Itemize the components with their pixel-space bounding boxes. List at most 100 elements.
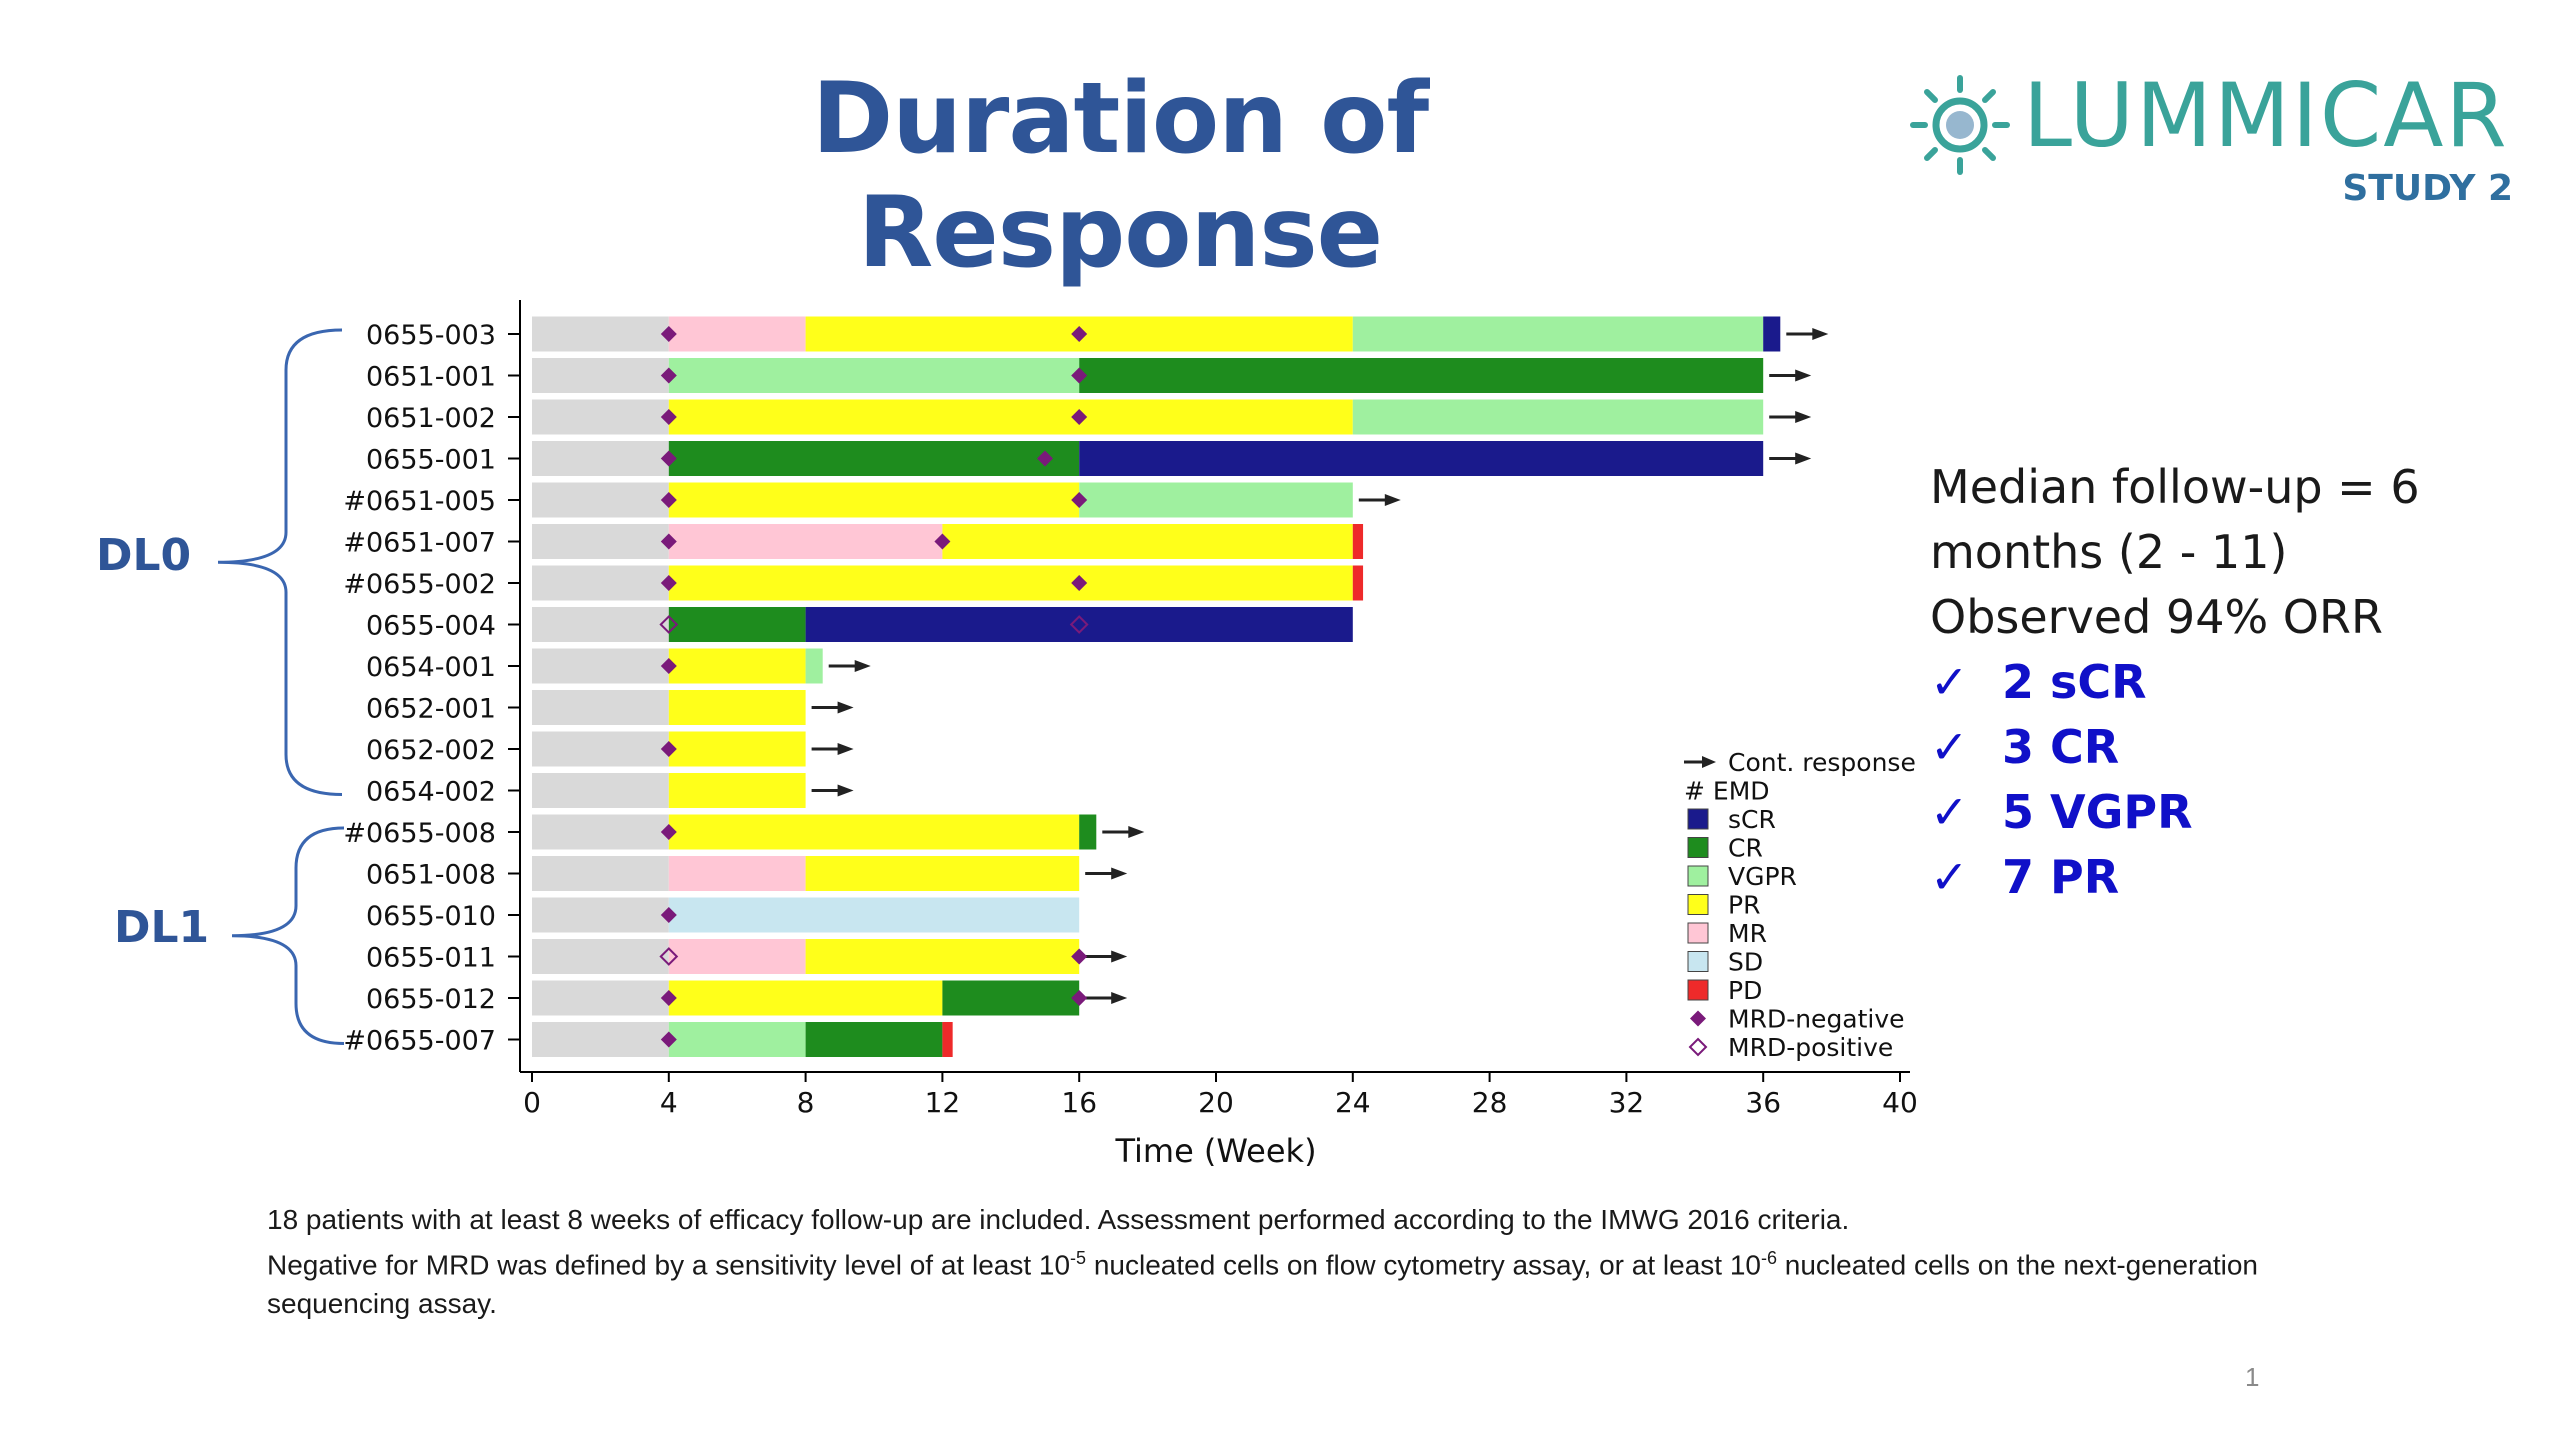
bar-segment-pr bbox=[668, 690, 806, 725]
mrd-negative-marker bbox=[660, 367, 677, 384]
bar-segment-baseline bbox=[532, 565, 669, 601]
continuing-arrow-icon bbox=[1795, 369, 1812, 382]
bar-segment-baseline bbox=[532, 316, 669, 352]
continuing-arrow-icon bbox=[1111, 992, 1128, 1004]
mrd-negative-marker bbox=[934, 533, 951, 550]
mrd-negative-marker bbox=[1071, 492, 1088, 508]
patient-label: #0651-007 bbox=[343, 528, 496, 559]
bar-segment-pr bbox=[668, 773, 806, 808]
legend-label-sd: SD bbox=[1728, 948, 1763, 977]
mrd-negative-marker bbox=[1071, 575, 1088, 591]
footnote-line1: 18 patients with at least 8 weeks of eff… bbox=[267, 1204, 1850, 1235]
mrd-negative-marker bbox=[660, 409, 677, 425]
mrd-negative-marker bbox=[660, 450, 677, 467]
patient-label: 0652-002 bbox=[366, 735, 496, 766]
x-tick-label: 12 bbox=[925, 1086, 961, 1119]
footnote-line2: Negative for MRD was defined by a sensit… bbox=[267, 1248, 2258, 1320]
bar-segment-baseline bbox=[532, 482, 669, 518]
bar-segment-pr bbox=[668, 399, 1353, 435]
bar-segment-baseline bbox=[532, 648, 669, 684]
bar-segment-scr bbox=[1763, 316, 1781, 352]
continuing-arrow-icon bbox=[1128, 826, 1145, 838]
legend-label-vgpr: VGPR bbox=[1728, 862, 1797, 891]
mrd-negative-marker bbox=[660, 1031, 677, 1048]
bar-segment-pr bbox=[805, 856, 1080, 891]
bar-segment-baseline bbox=[532, 856, 669, 891]
patient-label: #0655-002 bbox=[343, 569, 496, 600]
legend-label-mr: MR bbox=[1728, 919, 1767, 948]
x-tick-label: 0 bbox=[523, 1086, 541, 1119]
page-number: 1 bbox=[2245, 1362, 2260, 1392]
x-tick-label: 20 bbox=[1198, 1086, 1234, 1119]
legend-swatch-mr bbox=[1687, 922, 1709, 944]
bar-segment-pr bbox=[668, 648, 806, 684]
patient-label: 0651-001 bbox=[366, 362, 496, 393]
x-tick-label: 4 bbox=[660, 1086, 678, 1119]
median-followup-line2: months (2 - 11) bbox=[1930, 525, 2288, 579]
bar-segment-vgpr bbox=[805, 648, 823, 684]
x-tick-label: 32 bbox=[1609, 1086, 1645, 1119]
bar-segment-pr bbox=[668, 565, 1353, 601]
check-item-scr: ✓ 2 sCR bbox=[1930, 650, 2530, 715]
response-checklist: ✓ 2 sCR ✓ 3 CR ✓ 5 VGPR ✓ 7 PR bbox=[1930, 650, 2530, 910]
legend-swatch-pd bbox=[1687, 979, 1709, 1001]
bar-segment-pr bbox=[942, 524, 1353, 559]
legend-label-scr: sCR bbox=[1728, 805, 1776, 834]
mrd-positive-marker bbox=[659, 615, 679, 634]
legend-label-mrd-negative: MRD-negative bbox=[1728, 1005, 1905, 1034]
bar-segment-baseline bbox=[532, 358, 669, 393]
continuing-arrow-icon bbox=[1812, 328, 1829, 340]
mrd-negative-marker bbox=[660, 326, 677, 342]
mrd-positive-marker bbox=[1069, 615, 1089, 634]
bar-segment-baseline bbox=[532, 814, 669, 850]
mrd-negative-marker bbox=[1071, 948, 1088, 965]
continuing-arrow-icon bbox=[854, 660, 871, 672]
bar-segment-mr bbox=[668, 316, 806, 352]
continuing-arrow-icon bbox=[837, 743, 854, 755]
legend-label-emd: # EMD bbox=[1684, 777, 1770, 806]
bar-segment-pr bbox=[668, 482, 1080, 518]
bar-segment-baseline bbox=[532, 524, 669, 559]
legend-swatch-cr bbox=[1687, 837, 1709, 858]
mrd-negative-marker bbox=[1071, 367, 1088, 384]
x-tick-label: 24 bbox=[1335, 1086, 1371, 1119]
mrd-positive-marker bbox=[659, 947, 679, 966]
continuing-arrow-icon bbox=[1795, 452, 1812, 465]
bar-segment-vgpr bbox=[1079, 482, 1353, 518]
bar-segment-cr bbox=[1079, 358, 1764, 393]
mrd-negative-marker bbox=[1037, 450, 1053, 467]
bar-segment-baseline bbox=[532, 897, 669, 933]
patient-label: 0655-010 bbox=[366, 901, 496, 932]
check-item-vgpr: ✓ 5 VGPR bbox=[1930, 780, 2530, 845]
bar-segment-pd bbox=[942, 1022, 953, 1057]
patient-label: 0651-002 bbox=[366, 403, 496, 434]
bar-segment-pr bbox=[668, 731, 806, 767]
bar-segment-baseline bbox=[532, 939, 669, 974]
legend-label-cr: CR bbox=[1728, 834, 1763, 863]
legend-swatch-scr bbox=[1687, 808, 1709, 830]
bar-segment-pr bbox=[668, 980, 943, 1016]
patient-label: 0655-001 bbox=[366, 445, 496, 476]
orr-line: Observed 94% ORR bbox=[1930, 590, 2383, 644]
summary-panel: Median follow-up = 6 months (2 - 11) Obs… bbox=[1930, 455, 2530, 910]
patient-label: 0655-003 bbox=[366, 320, 496, 351]
mrd-negative-marker bbox=[660, 824, 677, 840]
x-tick-label: 8 bbox=[797, 1086, 815, 1119]
sun-dna-icon bbox=[1910, 75, 2010, 175]
legend-arrow-icon bbox=[1702, 756, 1716, 768]
mrd-negative-marker bbox=[660, 658, 677, 674]
mrd-negative-marker bbox=[1071, 409, 1088, 425]
bar-segment-vgpr bbox=[1352, 316, 1764, 352]
legend-label-pr: PR bbox=[1728, 891, 1760, 920]
patient-label: 0654-002 bbox=[366, 777, 496, 808]
mrd-negative-marker bbox=[1071, 326, 1088, 342]
bar-segment-baseline bbox=[532, 607, 669, 642]
logo-wordmark: LUMMICAR bbox=[2023, 64, 2509, 167]
x-tick-label: 28 bbox=[1472, 1086, 1508, 1119]
bar-segment-cr bbox=[1079, 814, 1097, 850]
x-axis-title: Time (Week) bbox=[1114, 1132, 1316, 1170]
check-item-pr: ✓ 7 PR bbox=[1930, 845, 2530, 910]
legend-label-pd: PD bbox=[1728, 976, 1762, 1005]
x-tick-label: 40 bbox=[1882, 1086, 1918, 1119]
